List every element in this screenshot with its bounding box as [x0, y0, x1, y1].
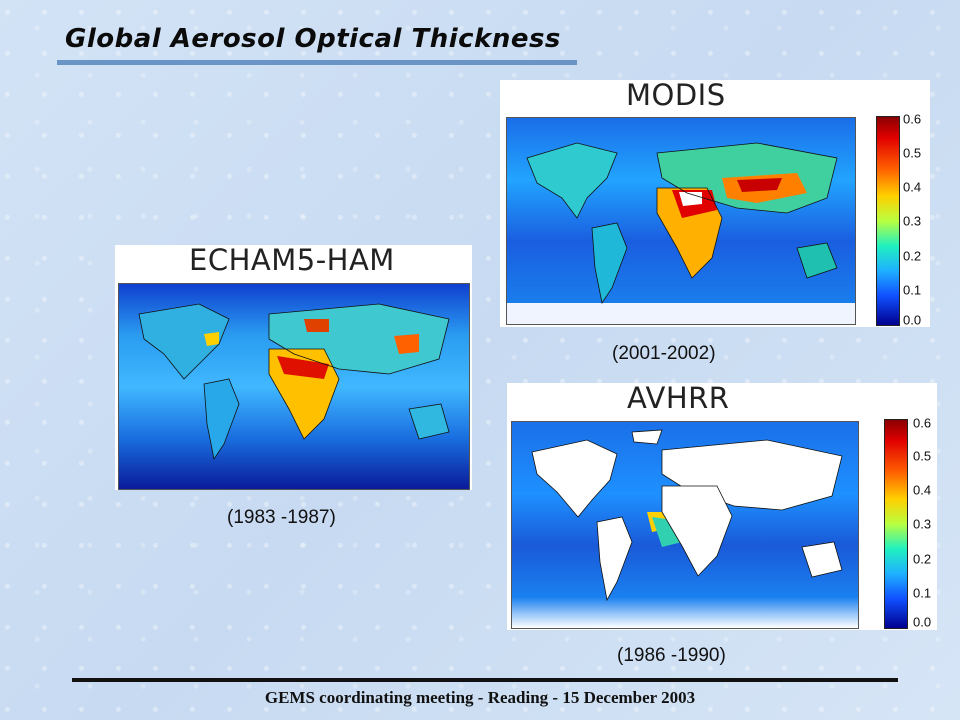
footer-divider	[72, 678, 898, 682]
avhrr-tick-6: 0.0	[913, 614, 932, 630]
modis-tick-1: 0.5	[903, 145, 922, 161]
modis-tick-3: 0.3	[903, 213, 922, 229]
slide-title: Global Aerosol Optical Thickness	[65, 24, 561, 54]
modis-panel: MODIS	[500, 80, 930, 327]
avhrr-period: (1986 -1990)	[617, 645, 726, 666]
echam-period: (1983 -1987)	[227, 507, 336, 528]
avhrr-map	[511, 421, 859, 629]
avhrr-panel: AVHRR 0.6 0.5 0.4 0	[507, 383, 937, 630]
avhrr-tick-1: 0.5	[913, 448, 932, 464]
avhrr-colorbar	[884, 419, 908, 629]
avhrr-title: AVHRR	[627, 383, 730, 415]
modis-tick-2: 0.4	[903, 179, 922, 195]
modis-tick-5: 0.1	[903, 282, 922, 298]
avhrr-tick-3: 0.3	[913, 516, 932, 532]
echam-panel: ECHAM5-HAM	[115, 245, 472, 490]
avhrr-tick-4: 0.2	[913, 551, 932, 567]
modis-tick-0: 0.6	[903, 111, 922, 127]
modis-map	[506, 117, 856, 325]
avhrr-tick-5: 0.1	[913, 585, 932, 601]
title-underline	[57, 60, 577, 65]
modis-colorbar	[876, 116, 900, 326]
echam-map	[118, 283, 470, 490]
modis-period: (2001-2002)	[612, 343, 716, 364]
modis-tick-4: 0.2	[903, 248, 922, 264]
footer-text: GEMS coordinating meeting - Reading - 15…	[264, 688, 696, 707]
avhrr-tick-0: 0.6	[913, 415, 932, 431]
avhrr-tick-2: 0.4	[913, 482, 932, 498]
echam-title: ECHAM5-HAM	[189, 245, 395, 277]
modis-title: MODIS	[626, 80, 726, 112]
modis-tick-6: 0.0	[903, 312, 922, 328]
